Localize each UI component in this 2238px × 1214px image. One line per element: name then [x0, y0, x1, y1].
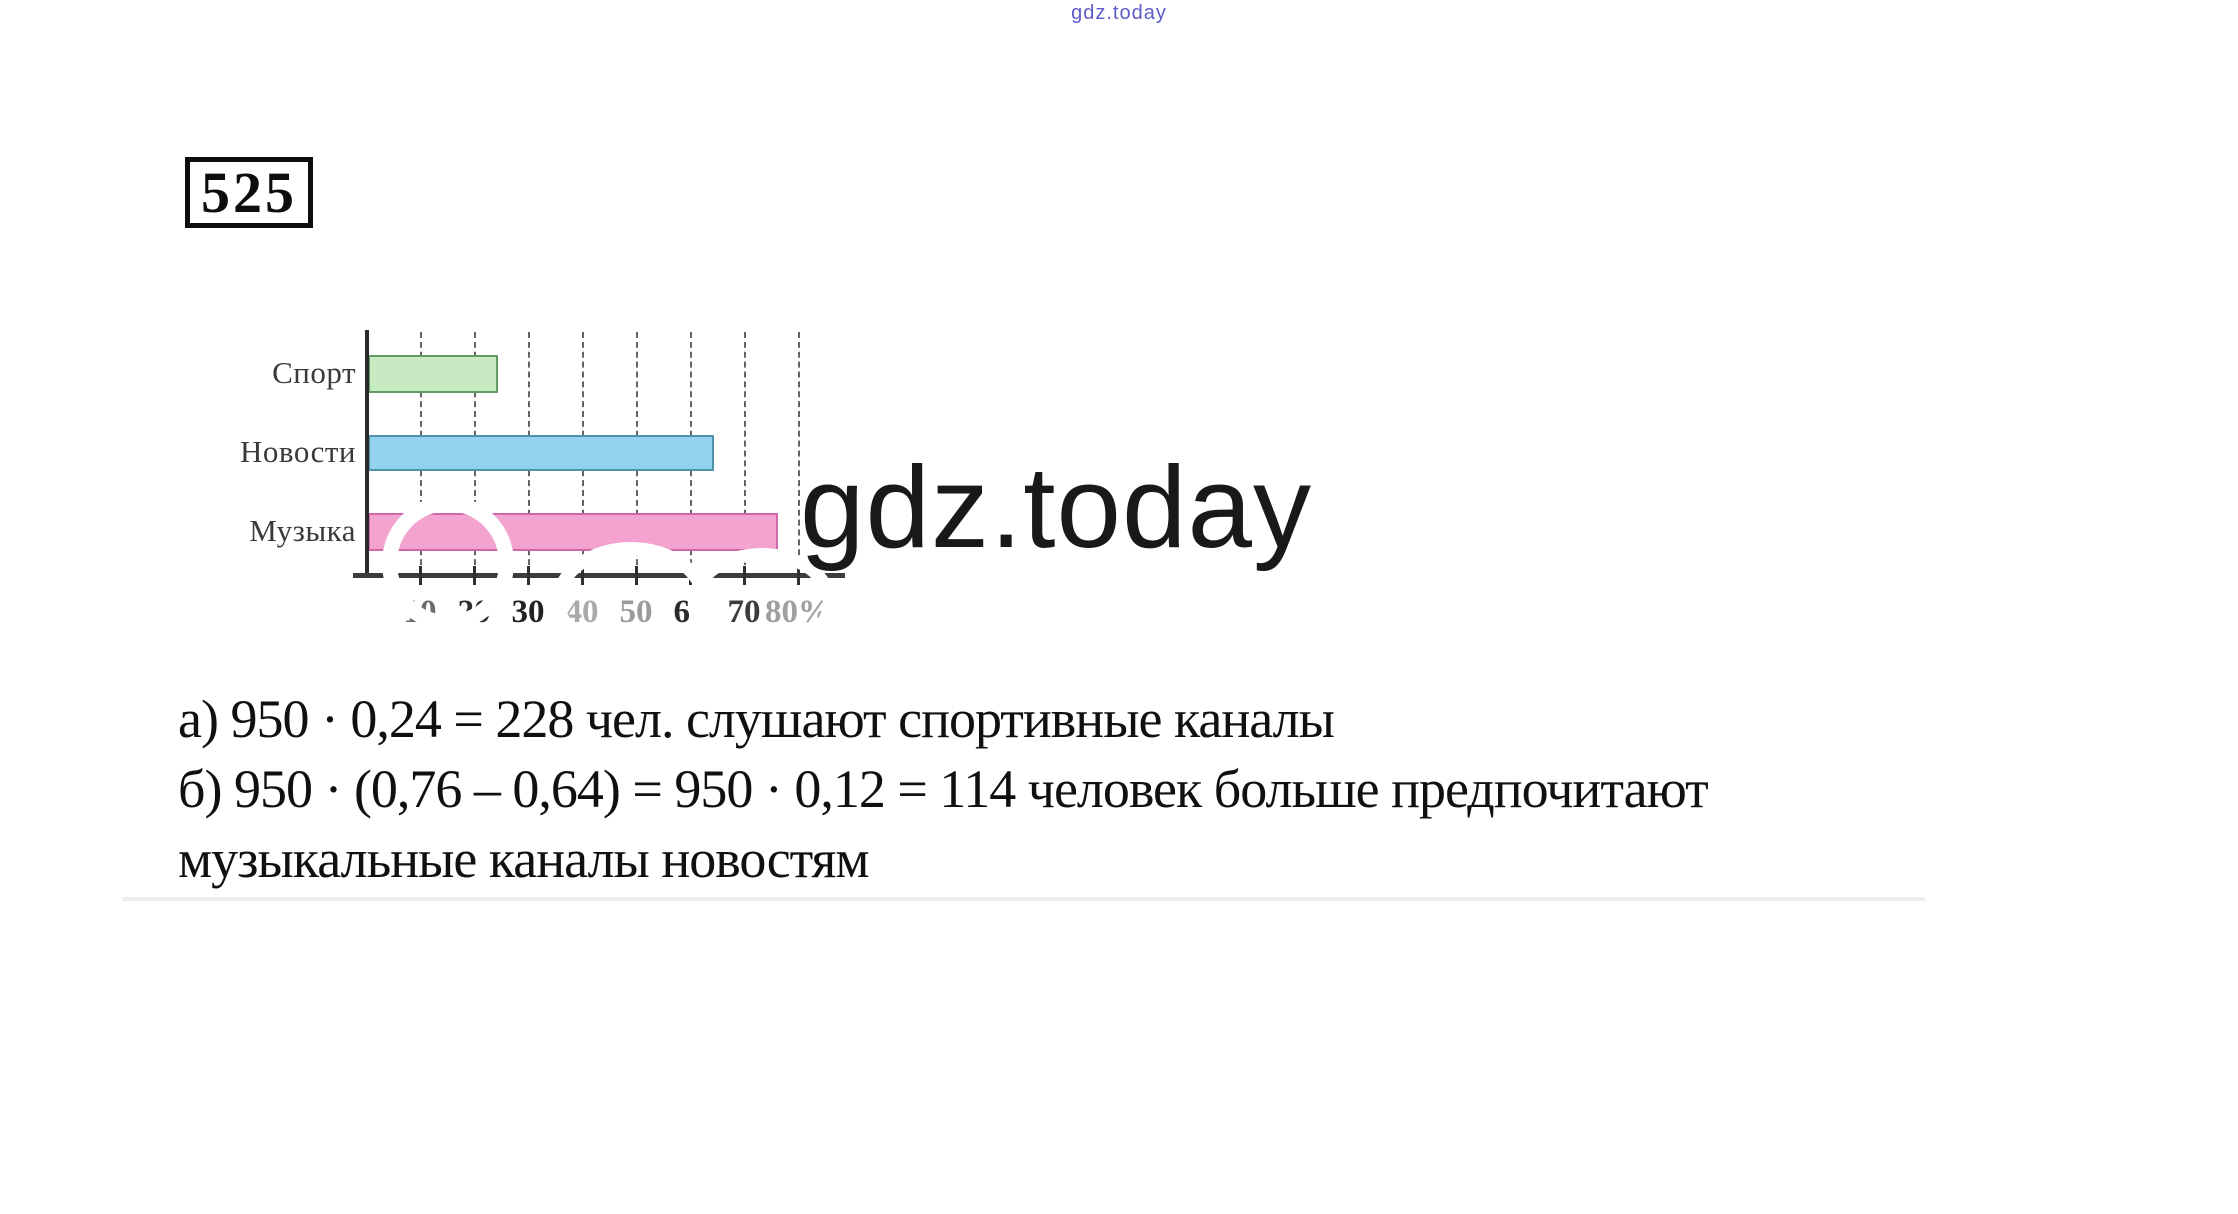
category-label-музыка: Музыка	[249, 513, 356, 548]
problem-number-box: 525	[185, 157, 313, 228]
gridline-70	[744, 332, 746, 575]
tick-label-30: 30	[511, 594, 545, 630]
scan-artifact	[552, 542, 710, 660]
y-axis-line	[365, 330, 369, 578]
tick-mark-30	[527, 566, 530, 585]
bar-chart: Спорт Новости Музыка 10 20 30 40 50 60 70 80%	[240, 330, 886, 660]
bar-спорт	[368, 355, 498, 393]
site-watermark-top: gdz.today	[1071, 2, 1167, 24]
solution-line-b-continuation: музыкальные каналы новостям	[178, 829, 870, 889]
solution-line-a: а) 950 · 0,24 = 228 чел. слушают спортив…	[178, 689, 1335, 749]
solution-line-b: б) 950 · (0,76 – 0,64) = 950 · 0,12 = 11…	[178, 759, 1709, 819]
site-watermark-large: gdz.today	[800, 442, 1313, 572]
bar-новости	[368, 435, 714, 471]
category-label-новости: Новости	[240, 434, 356, 469]
gridline-80	[798, 332, 800, 575]
solution-text: а) 950 · 0,24 = 228 чел. слушают спортив…	[178, 684, 1709, 894]
problem-number: 525	[201, 160, 297, 225]
category-label-спорт: Спорт	[272, 355, 356, 390]
divider-line	[122, 897, 1925, 901]
scan-artifact	[382, 496, 514, 630]
